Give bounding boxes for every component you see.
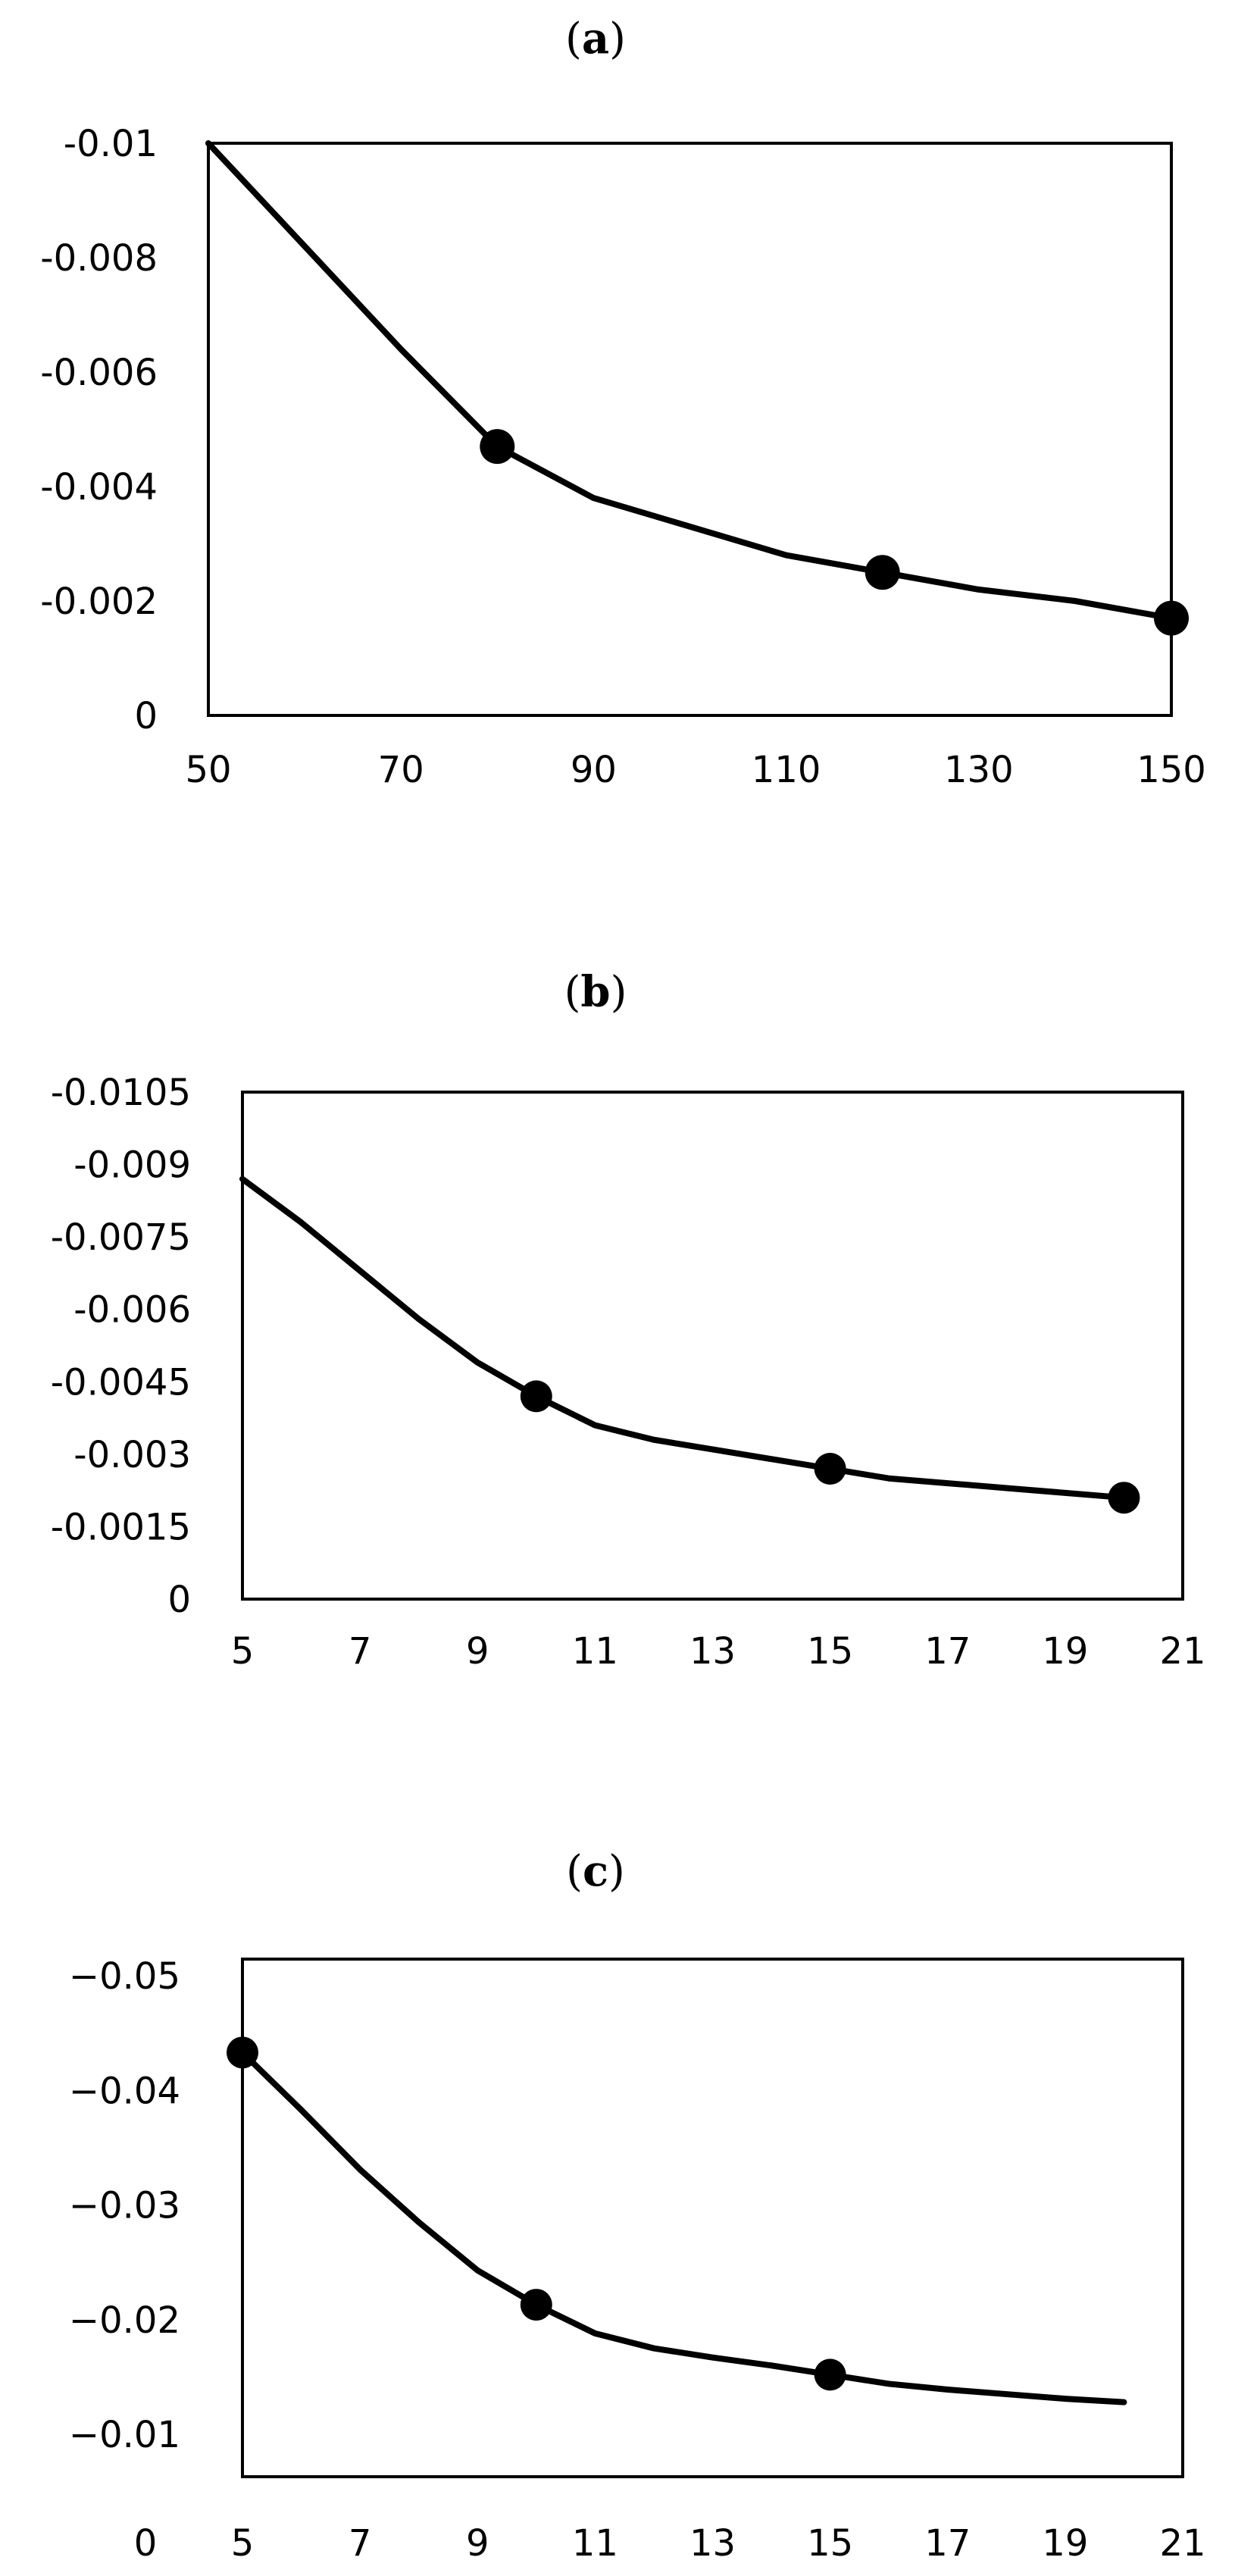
y-tick-label: -0.0105 xyxy=(51,1072,191,1114)
x-tick-label: 150 xyxy=(1137,749,1206,791)
y-tick-label: -0.0015 xyxy=(51,1506,191,1548)
data-point-marker xyxy=(1108,1482,1140,1514)
panel-label-c: (c) xyxy=(566,1846,625,1896)
chart-panel-a: (a) -0.01 -0.008 -0.006 -0.004 -0.002 0 50 70 90… xyxy=(40,14,1206,791)
panel-b-marks: -0.0105 -0.009 -0.0075 -0.006 -0.0045 -0.003 -… xyxy=(51,1072,1206,1673)
data-point-marker xyxy=(864,555,900,590)
panel-label-b: (b) xyxy=(564,967,627,1017)
data-point-marker xyxy=(227,2036,258,2069)
x-tick-label: 7 xyxy=(349,1630,372,1673)
data-point-marker xyxy=(814,2358,846,2391)
panel-label-a: (a) xyxy=(565,14,626,64)
plot-frame-b xyxy=(241,1091,1184,1601)
y-tick-label: -0.008 xyxy=(40,237,158,280)
y-tick-label: -0.003 xyxy=(73,1434,191,1476)
x-tick-label: 13 xyxy=(689,1630,736,1673)
y-tick-label: 0 xyxy=(134,695,158,737)
y-tick-label: −0.01 xyxy=(69,2414,180,2456)
y-tick-label: −0.03 xyxy=(69,2185,180,2227)
y-tick-label: 0 xyxy=(167,1579,191,1621)
plot-frame-c xyxy=(241,1958,1184,2478)
x-tick-label: 5 xyxy=(231,2522,255,2565)
x-tick-label: 9 xyxy=(466,2522,489,2565)
x-tick-label: 21 xyxy=(1159,2522,1205,2565)
data-point-marker xyxy=(480,429,515,465)
x-tick-label: 21 xyxy=(1159,1630,1205,1673)
x-tick-label: 11 xyxy=(572,2522,618,2565)
x-tick-label: 9 xyxy=(466,1630,489,1673)
y-tick-label: −0.04 xyxy=(69,2070,180,2112)
y-tick-label: −0.05 xyxy=(69,1955,180,1998)
x-tick-label: 50 xyxy=(185,749,231,791)
plot-frame-a xyxy=(207,142,1173,717)
y-tick-label: -0.01 xyxy=(64,123,158,165)
panel-c-marks: −0.05 −0.04 −0.03 −0.02 −0.01 0 5 7 9 11 13 15 17 19 2… xyxy=(69,1955,1206,2565)
y-tick-label: -0.002 xyxy=(40,581,158,623)
x-tick-label: 11 xyxy=(572,1630,618,1673)
x-tick-label: 17 xyxy=(924,1630,971,1673)
x-tick-label: 17 xyxy=(924,2522,971,2565)
x-tick-label: 15 xyxy=(807,1630,853,1673)
series-line xyxy=(205,140,1174,621)
x-tick-label: 70 xyxy=(378,749,424,791)
chart-panel-c: (c) −0.05 −0.04 −0.03 −0.02 −0.01 0 5 7 9 11 13 15 1… xyxy=(69,1846,1206,2565)
x-tick-label: 19 xyxy=(1042,1630,1088,1673)
y-tick-label: -0.009 xyxy=(73,1144,191,1187)
y-tick-label: -0.006 xyxy=(73,1289,191,1332)
x-tick-label: 110 xyxy=(752,749,821,791)
x-tick-label: 19 xyxy=(1042,2522,1088,2565)
x-tick-label: 5 xyxy=(231,1630,255,1673)
y-tick-label: -0.0075 xyxy=(51,1216,191,1259)
y-tick-label: -0.006 xyxy=(40,352,158,394)
data-point-marker xyxy=(520,1380,552,1413)
panel-label-b-letter: b xyxy=(580,967,610,1017)
series-line xyxy=(239,2049,1127,2405)
data-point-marker xyxy=(1154,600,1189,636)
panel-label-a-letter: a xyxy=(582,14,609,64)
x-tick-label: 15 xyxy=(807,2522,853,2565)
chart-panel-b: (b) -0.0105-0.009-0.0075-0.006-0.0045-0.… xyxy=(51,967,1206,1673)
x-tick-label: 7 xyxy=(349,2522,372,2565)
y-tick-label: -0.0045 xyxy=(51,1361,191,1404)
x-tick-label: 90 xyxy=(571,749,617,791)
y-tick-label: -0.004 xyxy=(40,466,158,509)
data-point-marker xyxy=(814,1452,846,1485)
series-line xyxy=(239,1175,1127,1501)
data-point-marker xyxy=(520,2289,552,2321)
x-tick-label: 13 xyxy=(689,2522,736,2565)
panel-label-c-letter: c xyxy=(583,1846,608,1896)
y-tick-label: −0.02 xyxy=(69,2299,180,2342)
x-tick-label: 0 xyxy=(134,2522,158,2565)
x-tick-label: 130 xyxy=(944,749,1014,791)
panel-a-marks: -0.01 -0.008 -0.006 -0.004 -0.002 0 50 70 90 110 1… xyxy=(40,123,1206,791)
